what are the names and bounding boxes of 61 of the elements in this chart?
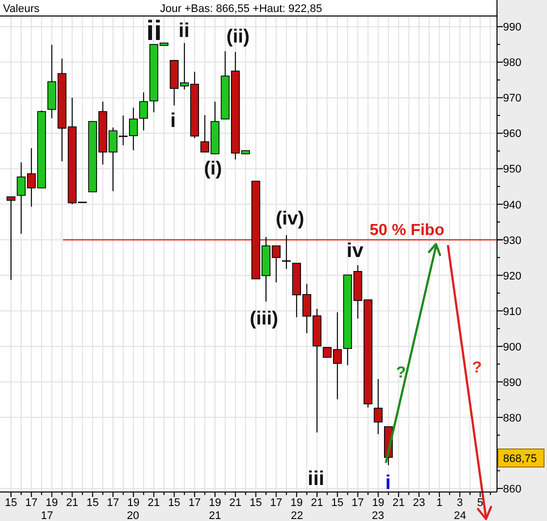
annotation: ? [472, 360, 482, 377]
y-tick-label: 970 [503, 92, 522, 105]
x-tick-label: 19 [372, 497, 384, 509]
candlestick [374, 378, 383, 435]
x-tick-label: 17 [188, 497, 201, 509]
text: 24 [454, 510, 466, 521]
x-tick-label: 21 [392, 497, 405, 509]
x-tick-label: 17 [352, 497, 364, 509]
text: 868,75 [503, 453, 537, 465]
x-tick-label: 21 [66, 497, 78, 509]
y-tick-label: 880 [503, 412, 522, 424]
y-tick-label: 890 [503, 376, 522, 389]
x-tick-label: 5 [477, 497, 484, 509]
x-tick-label: 23 [412, 497, 426, 509]
annotation: (ii) [226, 26, 250, 48]
y-tick-label: 930 [503, 234, 522, 247]
chart-subtitle: Jour +Bas: 866,55 +Haut: 922,85 [160, 3, 322, 15]
x-tick-label: 1 [436, 497, 442, 509]
y-tick-label: 940 [503, 199, 522, 212]
x-tick-label: 17 [25, 497, 38, 509]
annotation: ii [178, 20, 190, 42]
annotation: (iii) [250, 308, 278, 330]
text: 17 [40, 510, 54, 521]
x-tick-label: 19 [208, 497, 222, 509]
y-tick-label: 910 [503, 306, 522, 318]
x-tick-label: 21 [229, 497, 242, 509]
x-tick-label: 15 [168, 497, 180, 509]
x-tick-label: 15 [250, 497, 262, 509]
x-tick-label: 21 [310, 497, 324, 509]
annotation: (i) [204, 158, 222, 180]
x-tick-label: 15 [86, 497, 99, 509]
y-tick-label: 980 [503, 57, 522, 70]
annotation: ii [146, 14, 162, 46]
ref-line-label: 50 % Fibo [370, 222, 445, 239]
x-tick-label: 17 [270, 497, 282, 509]
x-tick-label: 3 [456, 497, 463, 509]
text: 21 [208, 510, 222, 521]
y-tick-label: 950 [503, 164, 522, 176]
text: 23 [372, 510, 384, 521]
y-tick-label: 920 [503, 270, 522, 282]
x-tick-label: 19 [46, 497, 58, 509]
text: 22 [290, 510, 304, 521]
chart-title: Valeurs [3, 3, 40, 15]
y-tick-label: 860 [503, 483, 522, 496]
annotation: i [385, 472, 391, 494]
x-tick-label: 19 [290, 497, 303, 509]
annotation: (iv) [276, 208, 304, 230]
y-tick-label: 990 [503, 22, 522, 34]
x-tick-label: 15 [331, 497, 344, 509]
text: 20 [126, 510, 140, 521]
x-tick-label: 21 [148, 497, 160, 509]
x-tick-label: 19 [127, 497, 140, 509]
candlestick [6, 196, 16, 280]
annotation: iii [308, 468, 324, 490]
y-tick-label: 900 [503, 341, 522, 354]
x-tick-label: 17 [106, 497, 120, 509]
annotation: i [170, 110, 176, 132]
annotation: ? [396, 364, 406, 382]
y-tick-label: 960 [503, 128, 522, 140]
annotation: iv [346, 240, 364, 262]
x-tick-label: 15 [4, 497, 18, 509]
